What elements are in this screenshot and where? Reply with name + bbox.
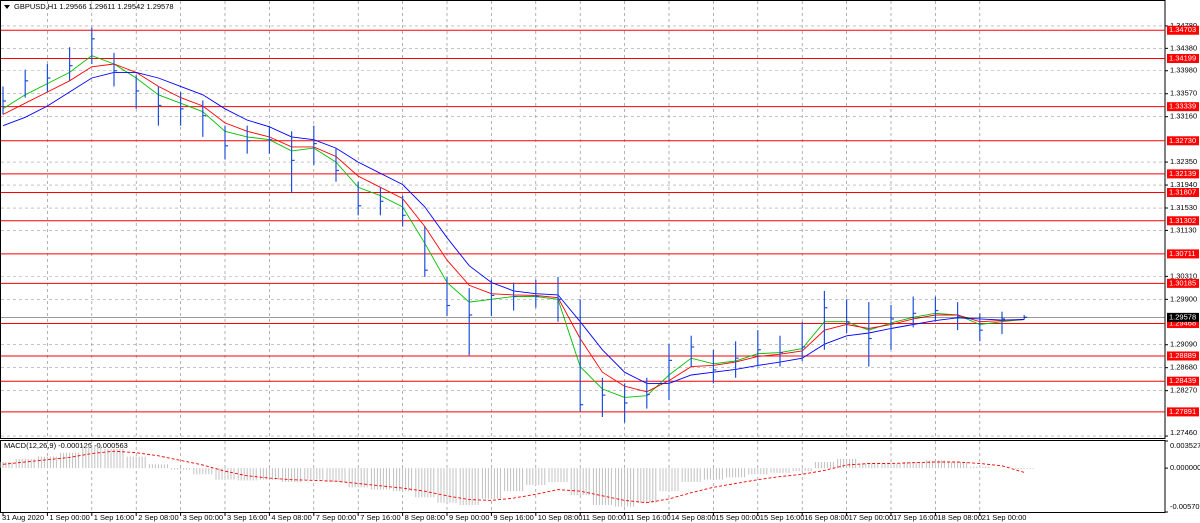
x-tick-label: 1 Sep 00:00 [49, 513, 89, 522]
price-pane-frame [0, 0, 1166, 439]
level-label: 1.29468 [1169, 319, 1196, 328]
symbol-menu-icon[interactable] [4, 5, 10, 9]
x-tick-label: 1 Sep 16:00 [94, 513, 134, 522]
level-tag [1167, 25, 1199, 35]
x-tick-label: 18 Sep 08:00 [937, 513, 982, 522]
level-tag [1167, 169, 1199, 179]
y-tick-label: 1.32350 [1170, 157, 1197, 166]
y-tick-label: 1.28680 [1170, 363, 1197, 372]
level-tag [1167, 249, 1199, 259]
y-tick-label: 1.33160 [1170, 112, 1197, 121]
current-price-tag [1167, 312, 1199, 322]
y-tick-label: 1.29900 [1170, 294, 1197, 303]
y-tick-label: 1.34380 [1170, 43, 1197, 52]
level-label: 1.27891 [1169, 407, 1196, 416]
current-price-label: 1.29578 [1169, 312, 1196, 321]
level-tag [1167, 319, 1199, 329]
level-label: 1.32730 [1169, 136, 1196, 145]
y-tick-label: 1.28270 [1170, 386, 1197, 395]
macd-title: MACD(12,26,9) -0.000126 -0.000563 [4, 441, 128, 450]
y-tick-label: 1.31940 [1170, 180, 1197, 189]
x-tick-label: 14 Sep 08:00 [671, 513, 716, 522]
x-tick-label: 11 Sep 00:00 [582, 513, 626, 522]
x-tick-label: 16 Sep 08:00 [804, 513, 849, 522]
x-tick-label: 17 Sep 16:00 [893, 513, 938, 522]
x-tick-label: 11 Sep 16:00 [627, 513, 671, 522]
x-tick-label: 17 Sep 00:00 [849, 513, 894, 522]
y-tick-label: 1.27460 [1170, 428, 1197, 437]
y-tick-label: 0.003527 [1170, 441, 1200, 450]
y-tick-label: 1.33980 [1170, 66, 1197, 75]
level-label: 1.34703 [1169, 25, 1196, 34]
y-tick-label: 1.30310 [1170, 271, 1197, 280]
level-label: 1.30185 [1169, 278, 1196, 287]
level-label: 1.30711 [1169, 249, 1196, 258]
x-tick-label: 8 Sep 08:00 [405, 513, 445, 522]
x-tick-label: 7 Sep 00:00 [316, 513, 356, 522]
y-tick-label: 1.33570 [1170, 89, 1197, 98]
level-tag [1167, 102, 1199, 112]
x-tick-label: 9 Sep 16:00 [493, 513, 533, 522]
x-tick-label: 9 Sep 00:00 [449, 513, 489, 522]
y-tick-label: 0.000000 [1170, 463, 1200, 472]
y-tick-label: -0.005707 [1170, 502, 1200, 511]
x-tick-label: 10 Sep 08:00 [538, 513, 583, 522]
level-tag [1167, 53, 1199, 63]
y-tick-label: 1.34780 [1170, 21, 1197, 30]
level-label: 1.28439 [1169, 376, 1196, 385]
level-tag [1167, 187, 1199, 197]
level-label: 1.34199 [1169, 53, 1196, 62]
level-label: 1.28889 [1169, 351, 1196, 360]
y-tick-label: 1.31130 [1170, 225, 1197, 234]
y-tick-label: 1.31530 [1170, 203, 1197, 212]
level-tag [1167, 216, 1199, 226]
x-tick-label: 7 Sep 16:00 [360, 513, 400, 522]
x-tick-label: 3 Sep 16:00 [227, 513, 267, 522]
x-tick-label: 2 Sep 08:00 [138, 513, 178, 522]
macd-pane-frame [0, 440, 1166, 513]
x-tick-label: 15 Sep 16:00 [760, 513, 805, 522]
level-tag [1167, 376, 1199, 386]
x-tick-label: 31 Aug 2020 [2, 513, 44, 522]
level-label: 1.33339 [1169, 102, 1196, 111]
x-tick-label: 15 Sep 00:00 [715, 513, 760, 522]
chart-title: GBPUSD,H1 1.29566 1.29611 1.29542 1.2957… [14, 2, 174, 11]
level-label: 1.32139 [1169, 169, 1196, 178]
level-tag [1167, 407, 1199, 417]
y-tick-label: 1.29090 [1170, 340, 1197, 349]
level-tag [1167, 351, 1199, 361]
level-tag [1167, 278, 1199, 288]
level-label: 1.31807 [1169, 187, 1196, 196]
x-tick-label: 3 Sep 00:00 [183, 513, 223, 522]
macd-signal [2, 450, 1025, 504]
level-tag [1167, 136, 1199, 146]
level-label: 1.31302 [1169, 216, 1196, 225]
x-tick-label: 4 Sep 08:00 [271, 513, 311, 522]
x-tick-label: 21 Sep 00:00 [982, 513, 1027, 522]
